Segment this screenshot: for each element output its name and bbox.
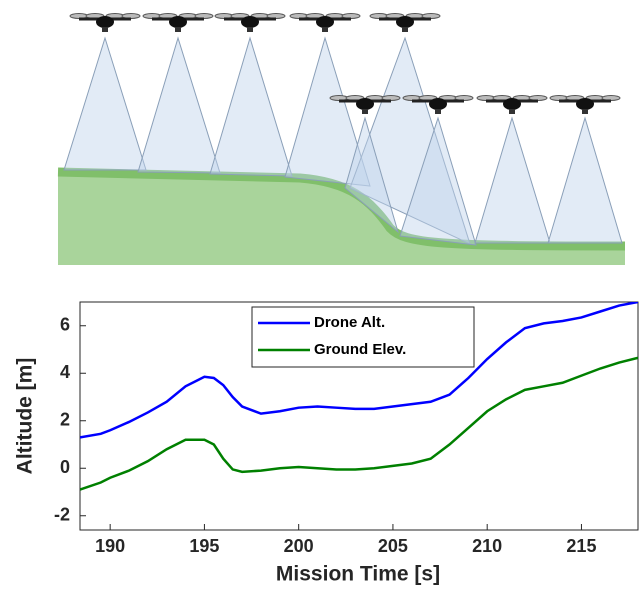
y-tick-label: 0 [60, 457, 70, 477]
drones [70, 14, 620, 115]
y-axis-label: Altitude [m] [14, 358, 37, 475]
x-tick-label: 210 [472, 536, 502, 556]
figure: Mission Time [s] Altitude [m] 190 195 200 2… [0, 0, 640, 588]
y-tick-label: -2 [54, 505, 70, 525]
chart: Mission Time [s] Altitude [m] 190 195 200 2… [14, 302, 638, 586]
x-tick-label: 200 [284, 536, 314, 556]
legend-label: Ground Elev. [314, 341, 406, 358]
x-tick-label: 195 [189, 536, 219, 556]
y-tick-label: 4 [60, 362, 70, 382]
x-axis-label: Mission Time [s] [276, 563, 440, 586]
illustration [58, 14, 625, 266]
page: {"chart_data": {"type": "line", "x_label… [0, 0, 640, 588]
legend-label: Drone Alt. [314, 314, 385, 331]
x-tick-label: 205 [378, 536, 408, 556]
y-tick-label: 6 [60, 315, 70, 335]
y-tick-label: 2 [60, 410, 70, 430]
x-tick-label: 215 [566, 536, 596, 556]
x-tick-label: 190 [95, 536, 125, 556]
